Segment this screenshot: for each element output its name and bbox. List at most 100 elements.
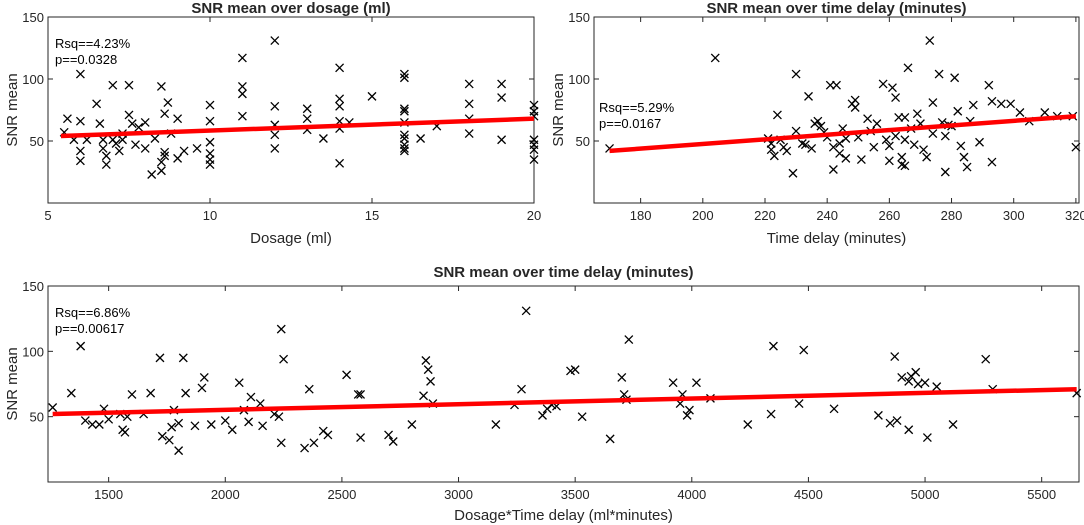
- x-axis-label: Dosage*Time delay (ml*minutes): [454, 507, 673, 524]
- data-point: [220, 416, 230, 426]
- data-point: [872, 119, 882, 129]
- data-point: [800, 140, 810, 150]
- data-point: [996, 99, 1006, 109]
- data-point-stroke-b: [127, 389, 137, 399]
- data-point-stroke-b: [878, 79, 888, 89]
- data-point: [156, 166, 166, 176]
- data-point: [94, 420, 104, 429]
- data-point: [772, 110, 782, 120]
- data-point: [850, 95, 860, 105]
- data-point-stroke-b: [399, 69, 409, 79]
- data-point: [619, 389, 629, 399]
- data-point-stroke-b: [62, 114, 72, 124]
- data-point: [987, 157, 997, 167]
- data-point: [919, 145, 929, 155]
- data-point-stroke-b: [884, 156, 894, 166]
- data-point: [98, 143, 108, 153]
- data-point-stroke-b: [529, 145, 539, 155]
- data-point-stroke-b: [981, 354, 991, 364]
- y-tick-label: 100: [22, 344, 44, 359]
- data-point: [768, 341, 778, 351]
- data-point-stroke-b: [856, 155, 866, 165]
- data-point: [335, 101, 345, 111]
- data-point: [399, 146, 409, 156]
- data-point-stroke-b: [928, 98, 938, 108]
- data-point: [497, 93, 507, 103]
- x-tick-label: 5000: [911, 487, 940, 502]
- data-point: [710, 53, 720, 63]
- data-point-stroke-b: [873, 410, 883, 420]
- data-point: [888, 83, 897, 93]
- data-point-stroke-b: [853, 132, 863, 142]
- data-point-stroke-b: [804, 91, 813, 101]
- data-point: [108, 80, 118, 90]
- data-point-stroke-b: [900, 135, 910, 145]
- data-point-stroke-b: [356, 433, 366, 443]
- data-point-stroke-b: [76, 341, 86, 351]
- data-point-stroke-b: [850, 103, 860, 112]
- data-point-stroke-b: [156, 81, 166, 91]
- data-point-stroke-b: [147, 170, 157, 179]
- data-point-stroke-b: [92, 99, 102, 109]
- data-point-stroke-b: [160, 147, 170, 157]
- data-point-stroke-b: [140, 143, 150, 153]
- data-point-stroke-b: [98, 143, 108, 153]
- data-point: [691, 378, 701, 388]
- data-point-stroke-b: [173, 114, 183, 124]
- data-point: [101, 160, 111, 170]
- data-point-stroke-b: [237, 53, 247, 63]
- x-tick-label: 2000: [211, 487, 240, 502]
- x-tick-label: 220: [754, 208, 776, 223]
- data-point-stroke-b: [276, 438, 286, 448]
- data-point: [829, 404, 839, 414]
- data-point: [160, 109, 170, 119]
- x-tick-label: 20: [527, 208, 541, 223]
- data-point-stroke-b: [900, 112, 910, 122]
- data-point: [950, 73, 960, 83]
- data-point: [913, 379, 923, 389]
- data-point-stroke-b: [928, 129, 938, 139]
- regression-line: [52, 386, 1077, 417]
- data-point-stroke-b: [872, 119, 882, 129]
- data-point: [388, 437, 398, 446]
- data-point-stroke-b: [335, 101, 345, 111]
- data-point-stroke-b: [157, 431, 167, 441]
- data-point-stroke-b: [975, 137, 984, 147]
- data-point-stroke-b: [807, 143, 817, 153]
- data-point-stroke-b: [342, 370, 352, 380]
- data-point-stroke-b: [1040, 108, 1050, 117]
- data-point-stroke-b: [948, 420, 958, 429]
- data-point-stroke-b: [179, 146, 189, 156]
- data-point-stroke-b: [426, 376, 436, 386]
- data-point-stroke-b: [421, 356, 431, 365]
- data-point: [163, 98, 173, 108]
- data-point: [968, 100, 978, 110]
- y-axis-label: SNR mean: [4, 347, 21, 420]
- data-point-stroke-b: [318, 426, 328, 436]
- data-point: [157, 431, 167, 441]
- data-point-stroke-b: [237, 89, 247, 99]
- data-point: [174, 418, 184, 428]
- data-point-stroke-b: [190, 421, 200, 431]
- data-point: [884, 156, 894, 166]
- data-point-stroke-b: [497, 135, 507, 145]
- data-point-stroke-b: [75, 69, 85, 79]
- data-point-stroke-b: [888, 83, 897, 93]
- data-point-stroke-b: [279, 354, 289, 364]
- data-point: [850, 103, 860, 112]
- data-point-stroke-b: [205, 116, 215, 126]
- y-tick-label: 100: [568, 72, 590, 87]
- data-point: [237, 53, 247, 63]
- data-point-stroke-b: [962, 162, 972, 172]
- data-point-stroke-b: [570, 365, 580, 375]
- data-point: [797, 139, 807, 148]
- data-point-stroke-b: [619, 389, 629, 399]
- data-point-stroke-b: [912, 109, 922, 119]
- data-point: [904, 425, 914, 435]
- data-point: [124, 110, 134, 120]
- data-point-stroke-b: [920, 378, 930, 388]
- data-point-stroke-b: [832, 80, 841, 90]
- data-point: [197, 383, 207, 393]
- data-point-stroke-b: [904, 425, 914, 435]
- data-point-stroke-b: [423, 365, 433, 375]
